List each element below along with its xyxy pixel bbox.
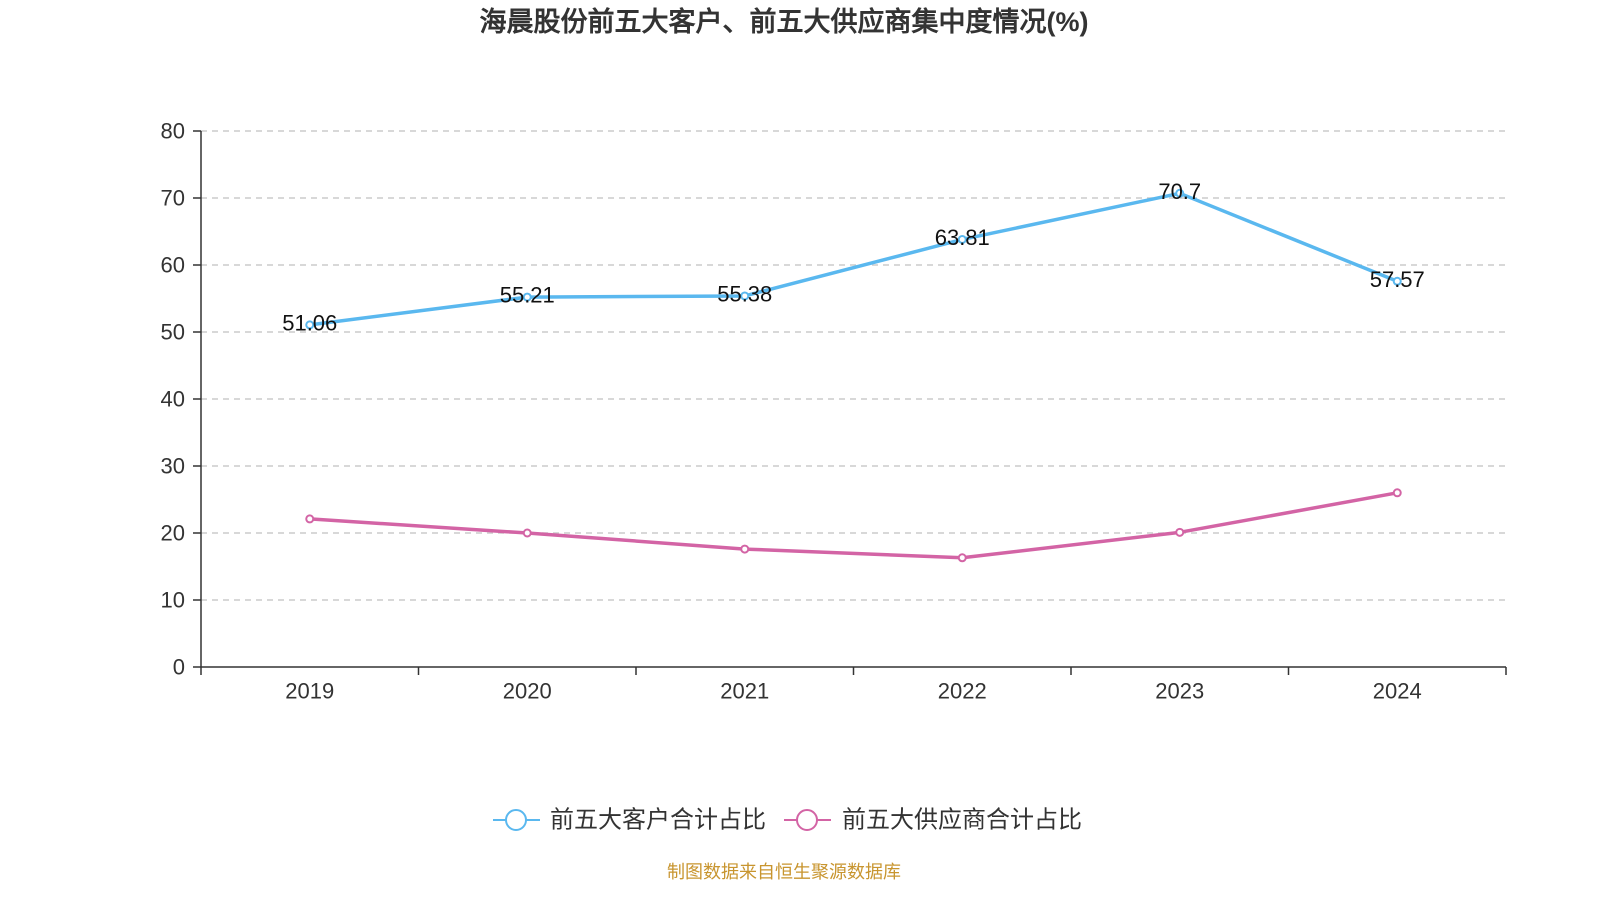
series-0-data-label: 70.7: [1158, 179, 1201, 204]
series-0-point[interactable]: [740, 291, 750, 301]
y-tick-label: 40: [161, 387, 185, 412]
y-tick-label: 0: [173, 655, 185, 680]
series-0-data-label: 55.38: [717, 281, 772, 306]
x-tick-label: 2022: [938, 679, 987, 704]
legend-item-customers[interactable]: 前五大客户合计占比: [493, 807, 766, 834]
series-0-data-label: 55.21: [500, 283, 555, 308]
series-0-data-label: 51.06: [282, 310, 337, 335]
series-0-point[interactable]: [305, 320, 315, 330]
series-1-point[interactable]: [305, 514, 315, 524]
series-group: [305, 188, 1402, 563]
series-0-point[interactable]: [957, 234, 967, 244]
series-line-1: [309, 491, 1398, 560]
y-tick-label: 50: [161, 320, 185, 345]
series-1-point[interactable]: [740, 544, 750, 554]
series-0-data-label: 57.57: [1370, 267, 1425, 292]
legend-label-suppliers: 前五大供应商合计占比: [842, 807, 1082, 834]
legend-label-customers: 前五大客户合计占比: [550, 807, 766, 834]
series-1-point[interactable]: [1392, 488, 1402, 498]
y-tick-label: 80: [161, 119, 185, 144]
x-tick-label: 2020: [503, 679, 552, 704]
y-tick-label: 10: [161, 588, 185, 613]
y-tick-label: 60: [161, 253, 185, 278]
y-tick-label: 70: [161, 186, 185, 211]
series-0-point[interactable]: [522, 292, 532, 302]
data-labels: 51.06 55.21 55.38 63.81 70.7 57.57: [282, 179, 1425, 336]
legend-circle-icon-customers: [505, 809, 527, 831]
y-tick-label: 30: [161, 454, 185, 479]
series-1-point[interactable]: [957, 553, 967, 563]
series-0-data-label: 63.81: [935, 225, 990, 250]
series-1-point[interactable]: [1175, 527, 1185, 537]
series-1-point[interactable]: [522, 528, 532, 538]
x-tick-label: 2021: [720, 679, 769, 704]
x-tick-label: 2023: [1155, 679, 1204, 704]
chart-title: 海晨股份前五大客户、前五大供应商集中度情况(%): [480, 6, 1089, 37]
y-tick-label: 20: [161, 521, 185, 546]
gridlines: [201, 130, 1506, 601]
legend-circle-icon-suppliers: [796, 809, 818, 831]
legend: 前五大客户合计占比 前五大供应商合计占比: [493, 807, 1082, 834]
x-tick-label: 2024: [1373, 679, 1422, 704]
x-tick-label: 2019: [285, 679, 334, 704]
series-0-point[interactable]: [1392, 276, 1402, 286]
legend-item-suppliers[interactable]: 前五大供应商合计占比: [784, 807, 1082, 834]
series-line-0: [309, 191, 1398, 327]
series-0-point[interactable]: [1175, 188, 1185, 198]
axes: 0 10 20 30 40 50 60 70 80 2019 2020 2021 2022 2023 202…: [161, 119, 1507, 704]
source-note: 制图数据来自恒生聚源数据库: [667, 862, 901, 882]
